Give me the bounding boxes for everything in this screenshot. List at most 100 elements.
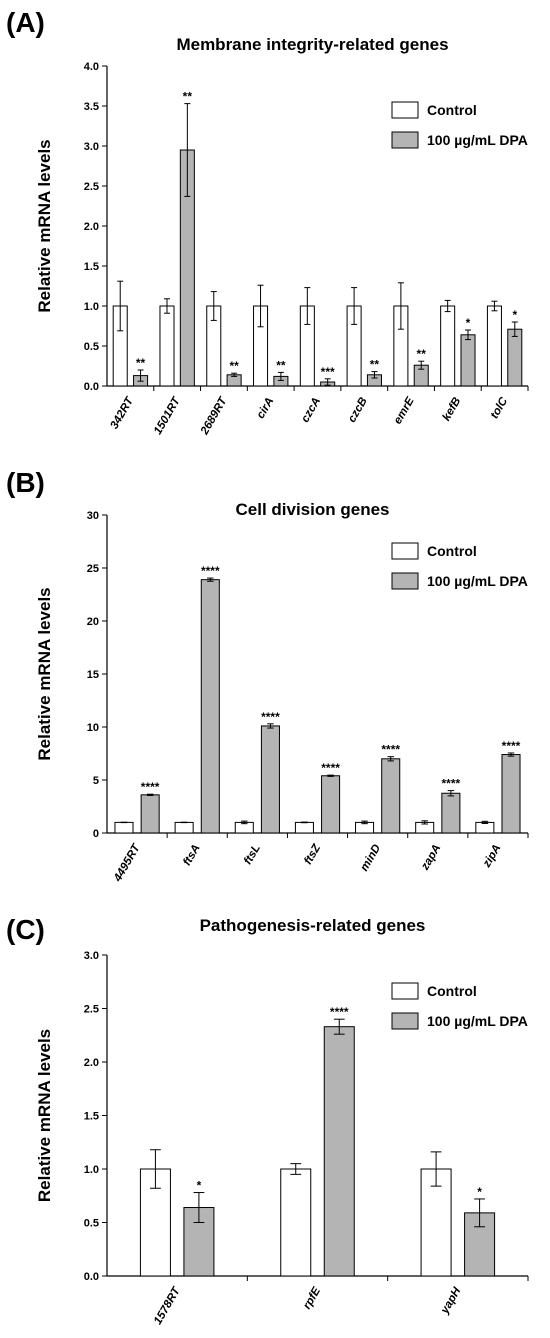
legend-label: 100 µg/mL DPA (427, 132, 528, 148)
bar-dpa-4495rt (140, 794, 160, 834)
x-tick-label: rpfE (301, 1285, 323, 1311)
x-tick-label: emrE (392, 395, 417, 426)
significance-marker: ** (136, 356, 146, 370)
bar-dpa-mind (381, 758, 401, 834)
x-tick-label: ftsL (242, 843, 263, 867)
significance-marker: * (512, 308, 517, 322)
bar-dpa-ftsz (321, 775, 341, 834)
legend-label: Control (427, 983, 477, 999)
significance-marker: **** (261, 710, 280, 724)
y-tick-label: 1.5 (84, 261, 99, 273)
y-tick-label: 2.5 (84, 181, 99, 193)
y-tick-label: 0.0 (84, 1271, 99, 1283)
significance-marker: **** (502, 739, 521, 753)
bar-control-zipa (475, 821, 495, 834)
legend-swatch (391, 542, 419, 560)
significance-marker: ** (276, 358, 286, 372)
bar-dpa-kefb (460, 334, 476, 387)
y-tick-label: 1.0 (84, 301, 99, 313)
y-tick-label: 15 (87, 669, 99, 681)
legend-swatch (391, 101, 419, 119)
bar-control-rpfe (280, 1168, 312, 1277)
significance-marker: **** (442, 777, 461, 791)
x-tick-label: yapH (438, 1285, 463, 1317)
chart-title: Pathogenesis-related genes (200, 916, 426, 935)
y-tick-label: 20 (87, 616, 99, 628)
x-tick-label: czcA (299, 396, 323, 425)
x-tick-label: ftsZ (302, 842, 323, 867)
y-tick-label: 30 (87, 510, 99, 522)
chart-panel-3: (C) Pathogenesis-related genes Relative mR… (6, 914, 529, 1327)
y-tick-label: 1.0 (84, 1164, 99, 1176)
significance-marker: ** (417, 347, 427, 361)
y-tick-label: 2.0 (84, 1057, 99, 1069)
significance-marker: **** (201, 564, 220, 578)
chart-title: Cell division genes (236, 500, 390, 519)
y-tick-label: 0 (93, 828, 99, 840)
bar-control-4495rt (114, 821, 134, 834)
y-tick-label: 2.0 (84, 221, 99, 233)
significance-marker: **** (381, 743, 400, 757)
y-tick-label: 10 (87, 722, 99, 734)
y-tick-label: 0.0 (84, 381, 99, 393)
x-tick-label: minD (358, 843, 383, 874)
bar-dpa-rpfe (323, 1026, 355, 1277)
legend-swatch (391, 982, 419, 1000)
significance-marker: *** (321, 365, 335, 379)
y-tick-label: 0.5 (84, 341, 99, 353)
chart-title: Membrane integrity-related genes (176, 35, 448, 54)
y-tick-label: 2.5 (84, 1004, 99, 1016)
x-tick-label: ftsA (181, 843, 203, 868)
legend-label: Control (427, 543, 477, 559)
bar-dpa-ftsl (260, 725, 280, 834)
bar-control-kefb (440, 305, 456, 387)
bar-control-tolc (486, 305, 502, 387)
significance-marker: **** (141, 780, 160, 794)
bar-dpa-ftsa (200, 579, 220, 834)
x-tick-label: tolC (489, 395, 511, 421)
x-tick-label: 4495RT (111, 842, 143, 885)
x-tick-label: kefB (441, 396, 464, 424)
y-tick-label: 4.0 (84, 61, 99, 73)
bar-control-ftsz (294, 821, 314, 834)
x-tick-label: czcB (346, 396, 370, 425)
y-axis-label: Relative mRNA levels (35, 587, 54, 760)
panel-letter: (C) (6, 914, 45, 945)
x-tick-label: zipA (480, 843, 503, 871)
bar-dpa-tolc (507, 328, 523, 387)
significance-marker: **** (321, 761, 340, 775)
bar-control-yaph (420, 1168, 452, 1277)
y-tick-label: 3.5 (84, 101, 99, 113)
chart-panel-2: (B) Cell division genes Relative mRNA leve… (6, 467, 529, 885)
legend-swatch (391, 131, 419, 149)
x-tick-label: 2689RT (198, 395, 230, 438)
x-tick-label: 1501RT (152, 395, 183, 437)
bar-control-ftsa (174, 821, 194, 834)
significance-marker: ** (370, 358, 380, 372)
significance-marker: ** (183, 90, 193, 104)
y-tick-label: 3.0 (84, 950, 99, 962)
significance-marker: * (466, 316, 471, 330)
x-tick-label: zapA (419, 843, 444, 874)
legend-swatch (391, 572, 419, 590)
significance-marker: * (477, 1185, 482, 1199)
significance-marker: * (197, 1179, 202, 1193)
y-tick-label: 3.0 (84, 141, 99, 153)
legend-label: Control (427, 102, 477, 118)
y-tick-label: 0.5 (84, 1218, 99, 1230)
panel-letter: (A) (6, 7, 45, 38)
legend-label: 100 µg/mL DPA (427, 573, 528, 589)
y-tick-label: 1.5 (84, 1111, 99, 1123)
y-axis-label: Relative mRNA levels (35, 1029, 54, 1202)
bar-control-1501rt (159, 305, 175, 387)
x-tick-label: 342RT (108, 395, 136, 432)
bar-dpa-zapa (441, 792, 461, 834)
x-tick-label: cirA (255, 396, 277, 421)
x-tick-label: 1578RT (152, 1285, 183, 1327)
chart-panel-1: (A) Membrane integrity-related genes Relat… (6, 7, 529, 438)
y-tick-label: 25 (87, 563, 99, 575)
legend-label: 100 µg/mL DPA (427, 1013, 528, 1029)
significance-marker: ** (229, 359, 239, 373)
y-tick-label: 5 (93, 775, 99, 787)
